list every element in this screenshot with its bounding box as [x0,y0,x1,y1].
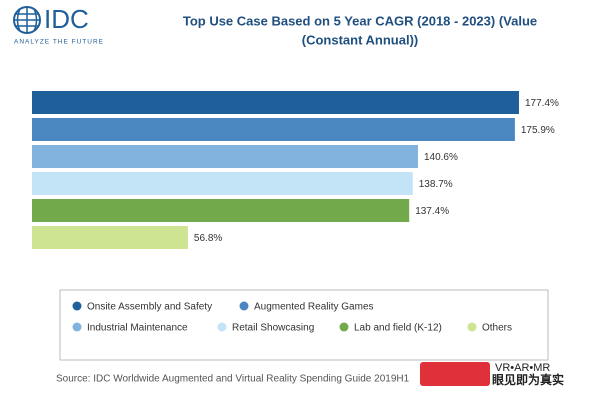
legend-label: Onsite Assembly and Safety [87,302,212,313]
bar [32,199,410,222]
legend-marker [217,322,227,332]
watermark-text: VR•AR•MR [495,362,550,374]
watermark: VR•AR•MR 眼见即为真实 [420,362,564,387]
legend-label: Others [482,323,512,334]
legend-label: Industrial Maintenance [87,323,188,334]
data-label: 140.6% [424,152,458,163]
watermark-text: 眼见即为真实 [492,372,564,387]
data-label: 177.4% [525,98,559,109]
watermark-logo [420,362,490,386]
chart-title: Top Use Case Based on 5 Year CAGR (2018 … [183,13,537,28]
legend-box [59,289,549,361]
legend-marker [239,301,249,311]
data-label: 56.8% [194,233,222,244]
legend-label: Augmented Reality Games [254,302,374,313]
bar [32,118,515,141]
legend-label: Retail Showcasing [232,323,314,334]
legend-marker [467,322,477,332]
logo-globe-lines [14,7,40,33]
source-note: Source: IDC Worldwide Augmented and Virt… [56,374,410,385]
chart-title: (Constant Annual)) [302,32,419,47]
bar [32,91,519,114]
bar [32,145,418,168]
data-label: 175.9% [521,125,555,136]
legend-marker [72,301,82,311]
logo: IDC ANALYZE THE FUTURE [13,4,104,46]
legend-label: Lab and field (K-12) [354,323,442,334]
logo-text: IDC [44,4,89,34]
data-label: 138.7% [419,179,453,190]
legend-marker [72,322,82,332]
logo-tagline: ANALYZE THE FUTURE [14,39,104,46]
bar [32,226,188,249]
data-label: 137.4% [415,206,449,217]
legend-marker [339,322,349,332]
bar [32,172,413,195]
